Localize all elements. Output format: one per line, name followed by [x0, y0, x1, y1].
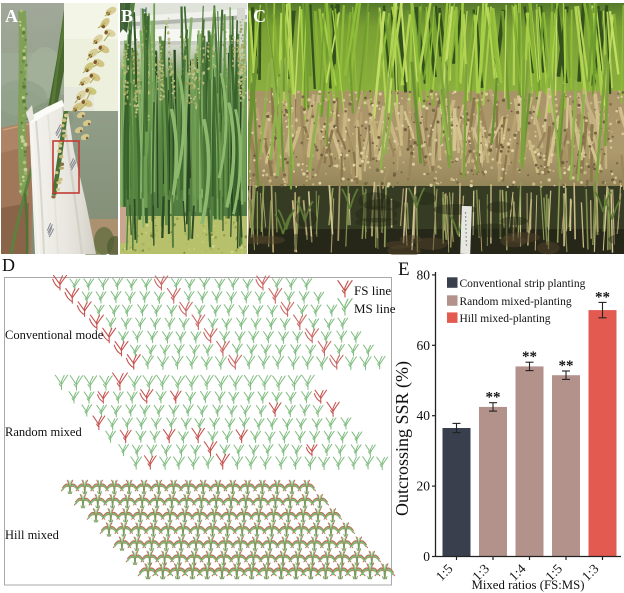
svg-text:D: D: [2, 255, 15, 275]
svg-text:Hill mixed: Hill mixed: [5, 528, 60, 542]
svg-text:**: **: [595, 289, 610, 305]
svg-text:0: 0: [423, 549, 430, 564]
svg-text:Conventional strip planting: Conventional strip planting: [460, 278, 586, 290]
svg-text:**: **: [559, 358, 574, 374]
svg-text:A: A: [5, 6, 18, 26]
svg-text:Conventional mode: Conventional mode: [5, 328, 104, 342]
svg-text:Mixed ratios (FS:MS): Mixed ratios (FS:MS): [471, 578, 584, 592]
svg-text:MS line: MS line: [354, 301, 396, 316]
svg-text:Random mixed: Random mixed: [5, 425, 82, 439]
svg-text:Hill mixed-planting: Hill mixed-planting: [460, 313, 551, 325]
svg-text:20: 20: [417, 479, 431, 494]
svg-text:B: B: [121, 6, 133, 26]
svg-text:1:5: 1:5: [433, 561, 456, 584]
svg-text:60: 60: [417, 338, 431, 353]
svg-text:FS line: FS line: [354, 283, 391, 298]
svg-text:E: E: [398, 259, 410, 280]
svg-text:**: **: [486, 390, 501, 406]
svg-text:**: **: [522, 349, 537, 365]
svg-text:80: 80: [417, 267, 431, 282]
svg-text:Outcrossing SSR (%): Outcrossing SSR (%): [395, 361, 413, 516]
svg-text:40: 40: [417, 408, 431, 423]
svg-text:Random mixed-planting: Random mixed-planting: [460, 296, 572, 308]
svg-text:C: C: [253, 6, 266, 26]
